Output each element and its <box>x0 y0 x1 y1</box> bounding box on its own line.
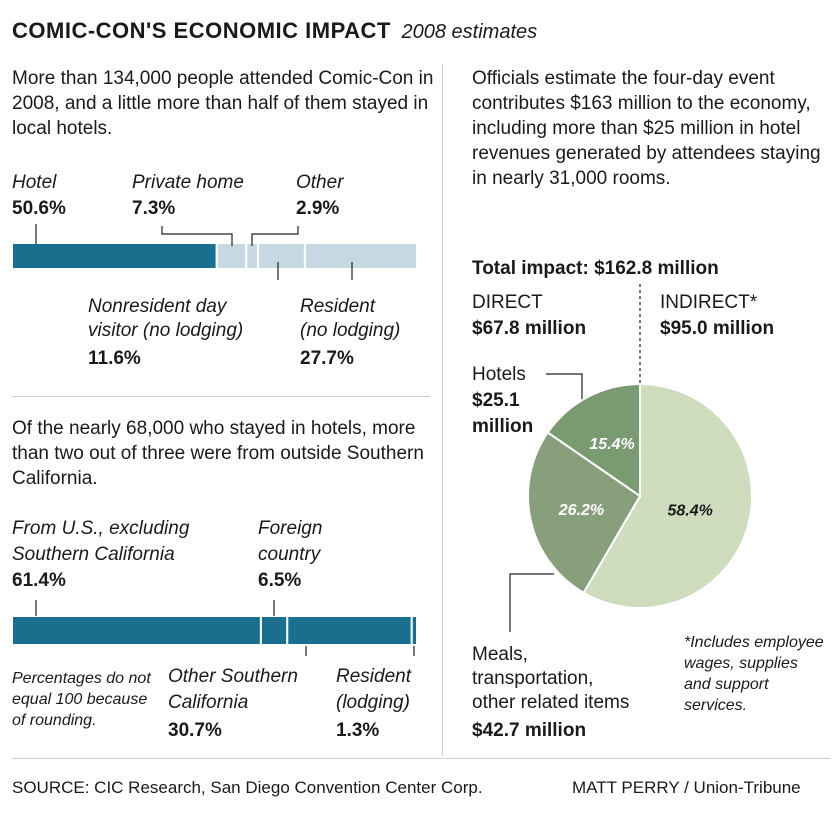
section-divider <box>12 396 430 397</box>
attendance-bar-segment-2 <box>245 242 259 270</box>
label-foreign-line2: country <box>258 544 321 565</box>
label-resident-line1: Resident <box>300 296 375 317</box>
impact-intro: Officials estimate the four-day event co… <box>472 68 821 189</box>
attendance-bar-segment-4 <box>303 242 418 270</box>
attendance-bar-segment-0 <box>11 242 218 270</box>
label-us-line1: From U.S., excluding <box>12 518 190 539</box>
label-foreign-line1: Foreign <box>258 518 323 539</box>
label-other-socal-line2: California <box>168 692 249 713</box>
attendance-bar-segment-3 <box>256 242 306 270</box>
value-us: 61.4% <box>12 570 66 591</box>
value-private-home: 7.3% <box>132 198 176 219</box>
impact-pie-chart: 58.4% 26.2% 15.4% <box>509 284 753 632</box>
source-line: SOURCE: CIC Research, San Diego Conventi… <box>12 778 483 797</box>
pie-slice-1 <box>527 431 642 595</box>
leader-meals <box>509 573 554 632</box>
footer-divider <box>12 758 830 759</box>
leader-hotels <box>546 373 583 410</box>
pie-slice-0 <box>582 382 753 609</box>
leader-private-home <box>161 226 233 246</box>
hotels-value-line1: $25.1 <box>472 390 520 411</box>
label-other: Other <box>296 172 344 193</box>
value-hotel: 50.6% <box>12 198 66 219</box>
origin-bar-segment-2 <box>286 615 413 646</box>
attendance-bar-segment-1 <box>215 242 248 270</box>
pie-label-2: 15.4% <box>589 436 634 453</box>
hotel-origin-bar-chart <box>11 600 419 656</box>
hotel-origin-intro: Of the nearly 68,000 who stayed in hotel… <box>12 418 424 489</box>
label-nonresident-line1: Nonresident day <box>88 296 227 317</box>
hotels-value-line2: million <box>472 416 534 437</box>
subtitle-text: 2008 estimates <box>401 21 538 43</box>
total-impact: Total impact: $162.8 million <box>472 258 719 279</box>
indirect-value: $95.0 million <box>660 318 775 339</box>
origin-bar-segment-0 <box>11 615 262 646</box>
hotels-label: Hotels <box>472 364 526 385</box>
pie-label-0: 58.4% <box>668 503 713 520</box>
meals-line1: Meals, <box>472 644 528 665</box>
rounding-note: Percentages do not equal 100 because of … <box>12 670 151 729</box>
label-other-socal-line1: Other Southern <box>168 666 298 687</box>
origin-bar-segment-1 <box>259 615 289 646</box>
label-private-home: Private home <box>132 172 244 193</box>
indirect-footnote: *Includes employee wages, supplies and s… <box>684 634 824 714</box>
value-other: 2.9% <box>296 198 340 219</box>
label-resident-line2: (no lodging) <box>300 320 401 341</box>
meals-value: $42.7 million <box>472 720 587 741</box>
value-resident-lodging: 1.3% <box>336 720 380 741</box>
label-resident-lodging-line1: Resident <box>336 666 411 687</box>
direct-value: $67.8 million <box>472 318 587 339</box>
attendance-bar-chart <box>11 224 418 280</box>
pie-label-1: 26.2% <box>558 502 604 519</box>
value-other-socal: 30.7% <box>168 720 222 741</box>
column-divider <box>442 64 443 756</box>
meals-line3: other related items <box>472 692 630 713</box>
label-resident-lodging-line2: (lodging) <box>336 692 410 713</box>
label-nonresident-line2: visitor (no lodging) <box>88 320 244 341</box>
meals-line2: transportation, <box>472 668 594 689</box>
value-nonresident: 11.6% <box>88 348 141 369</box>
leader-other <box>251 226 299 246</box>
attendance-intro: More than 134,000 people attended Comic-… <box>12 68 434 139</box>
origin-bar-segment-3 <box>410 615 419 646</box>
page-title: COMIC-CON'S ECONOMIC IMPACT 2008 estimat… <box>12 18 537 44</box>
credit-line: MATT PERRY / Union-Tribune <box>572 778 801 797</box>
direct-label: DIRECT <box>472 292 543 313</box>
value-resident: 27.7% <box>300 348 354 369</box>
indirect-label: INDIRECT* <box>660 292 758 313</box>
title-text: COMIC-CON'S ECONOMIC IMPACT <box>12 18 391 43</box>
value-foreign: 6.5% <box>258 570 302 591</box>
label-us-line2: Southern California <box>12 544 175 565</box>
label-hotel: Hotel <box>12 172 57 193</box>
pie-slice-2 <box>546 382 641 498</box>
